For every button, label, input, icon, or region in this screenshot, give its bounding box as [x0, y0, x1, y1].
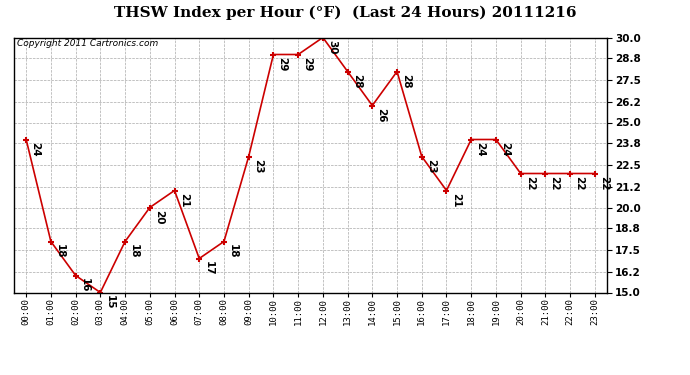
Text: 29: 29	[277, 57, 288, 72]
Text: 22: 22	[549, 176, 560, 191]
Text: 15: 15	[104, 295, 115, 310]
Text: 22: 22	[574, 176, 584, 191]
Text: 22: 22	[525, 176, 535, 191]
Text: 21: 21	[451, 193, 461, 208]
Text: 20: 20	[154, 210, 164, 225]
Text: 18: 18	[228, 244, 238, 259]
Text: 24: 24	[475, 142, 485, 157]
Text: 17: 17	[204, 261, 213, 276]
Text: 16: 16	[80, 278, 90, 293]
Text: 22: 22	[599, 176, 609, 191]
Text: THSW Index per Hour (°F)  (Last 24 Hours) 20111216: THSW Index per Hour (°F) (Last 24 Hours)…	[114, 6, 576, 20]
Text: 30: 30	[327, 40, 337, 55]
Text: 24: 24	[30, 142, 40, 157]
Text: 23: 23	[426, 159, 436, 174]
Text: 18: 18	[129, 244, 139, 259]
Text: Copyright 2011 Cartronics.com: Copyright 2011 Cartronics.com	[17, 39, 158, 48]
Text: 24: 24	[500, 142, 510, 157]
Text: 29: 29	[302, 57, 313, 72]
Text: 28: 28	[352, 74, 362, 89]
Text: 21: 21	[179, 193, 188, 208]
Text: 18: 18	[55, 244, 65, 259]
Text: 28: 28	[401, 74, 411, 89]
Text: 26: 26	[377, 108, 386, 123]
Text: 23: 23	[253, 159, 263, 174]
